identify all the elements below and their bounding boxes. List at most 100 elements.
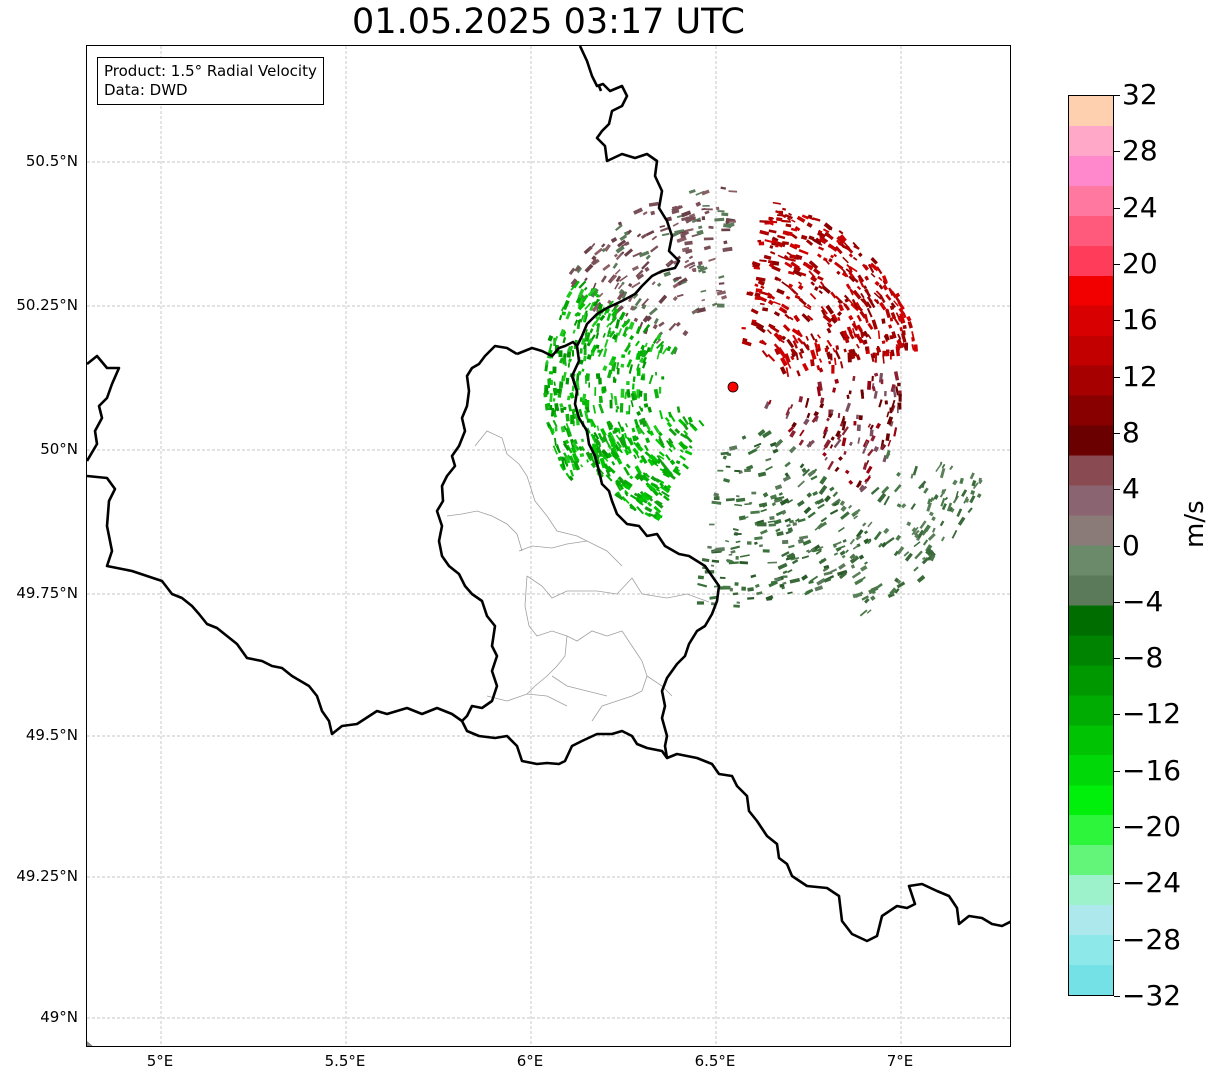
echo-speckle — [550, 407, 555, 417]
echo-speckle — [930, 497, 934, 503]
echo-speckle — [819, 475, 828, 485]
echo-speckle — [708, 225, 714, 229]
echo-speckle — [611, 333, 618, 341]
echo-speckle — [881, 485, 890, 495]
echo-speckle — [684, 240, 693, 246]
echo-speckle — [778, 210, 784, 215]
echo-speckle — [577, 288, 585, 299]
echo-speckle — [579, 359, 584, 365]
echo-speckle — [618, 311, 626, 321]
echo-speckle — [813, 411, 820, 417]
echo-speckle — [584, 332, 588, 342]
echo-speckle — [562, 353, 567, 358]
echo-speckle — [841, 437, 847, 447]
echo-speckle — [855, 343, 860, 349]
echo-speckle — [615, 409, 618, 413]
echo-speckle — [828, 360, 832, 365]
echo-speckle — [762, 549, 770, 553]
echo-speckle — [610, 236, 618, 243]
echo-speckle — [867, 322, 874, 330]
echo-speckle — [784, 461, 791, 468]
echo-speckle — [901, 330, 906, 336]
echo-speckle — [794, 225, 801, 232]
map-canvas — [87, 46, 1010, 1046]
echo-speckle — [864, 288, 869, 294]
echo-speckle — [788, 544, 795, 549]
echo-speckle — [575, 311, 581, 317]
colorbar-tick-label: −28 — [1122, 922, 1182, 956]
echo-speckle — [786, 361, 792, 369]
echo-speckle — [701, 270, 706, 274]
echo-speckle — [690, 261, 696, 266]
echo-speckle — [768, 523, 776, 527]
echo-speckle — [856, 285, 862, 291]
echo-speckle — [564, 461, 569, 468]
echo-speckle — [612, 430, 617, 434]
colorbar-tick-label: −16 — [1122, 753, 1182, 787]
echo-speckle — [882, 284, 889, 291]
echo-speckle — [554, 403, 559, 411]
echo-speckle — [647, 458, 655, 467]
echo-speckle — [833, 253, 838, 258]
echo-speckle — [629, 503, 637, 512]
colorbar-tick-mark — [1114, 770, 1120, 772]
echo-speckle — [944, 496, 949, 501]
echo-speckle — [888, 324, 893, 329]
echo-speckle — [871, 386, 876, 392]
echo-speckle — [784, 261, 793, 269]
echo-speckle — [619, 478, 627, 486]
echo-speckle — [605, 474, 613, 482]
echo-speckle — [913, 541, 921, 548]
echo-speckle — [851, 571, 862, 579]
echo-speckle — [696, 229, 704, 236]
echo-speckle — [670, 442, 676, 450]
echo-speckle — [628, 282, 633, 288]
echo-speckle — [794, 294, 801, 299]
echo-speckle — [578, 280, 587, 289]
lat-tick: 49.25°N — [16, 867, 78, 885]
echo-speckle — [624, 491, 629, 497]
echo-speckle — [724, 247, 733, 252]
echo-speckle — [609, 437, 617, 446]
echo-speckle — [691, 217, 701, 224]
echo-speckle — [870, 486, 880, 495]
echo-speckle — [787, 591, 793, 595]
echo-speckle — [585, 406, 590, 413]
echo-speckle — [559, 402, 564, 408]
echo-speckle — [602, 365, 608, 372]
echo-speckle — [797, 337, 804, 345]
echo-speckle — [866, 307, 873, 318]
echo-speckle — [713, 492, 720, 498]
echo-speckle — [701, 298, 706, 302]
map-panel[interactable] — [86, 45, 1011, 1047]
echo-speckle — [640, 233, 647, 239]
echo-speckle — [833, 552, 839, 556]
echo-speckle — [741, 435, 747, 440]
colorbar-tick-label: 24 — [1122, 190, 1158, 224]
echo-speckle — [622, 483, 631, 491]
echo-speckle — [578, 408, 584, 418]
echo-speckle — [548, 371, 554, 375]
echo-speckle — [666, 484, 672, 490]
echo-speckle — [898, 394, 902, 402]
echo-speckle — [626, 381, 630, 386]
echo-speckle — [600, 427, 607, 437]
colorbar-tick-label: 8 — [1122, 415, 1140, 449]
echo-speckle — [823, 439, 832, 449]
echo-speckle — [868, 588, 876, 595]
echo-speckle — [833, 357, 837, 366]
echo-speckle — [768, 262, 775, 268]
echo-speckle — [855, 354, 861, 361]
echo-speckle — [925, 547, 932, 555]
echo-speckle — [818, 237, 827, 245]
echo-speckle — [832, 387, 837, 393]
echo-speckle — [895, 292, 901, 298]
echo-speckle — [648, 454, 654, 460]
echo-speckle — [878, 542, 883, 548]
echo-speckle — [753, 442, 762, 448]
echo-speckle — [790, 557, 800, 561]
echo-speckle — [688, 444, 693, 449]
echo-speckle — [777, 234, 786, 240]
echo-speckle — [818, 521, 828, 529]
echo-speckle — [614, 443, 620, 452]
